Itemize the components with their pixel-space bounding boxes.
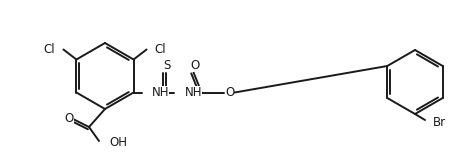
Text: Cl: Cl [44,43,55,56]
Text: S: S [162,59,170,72]
Text: NH: NH [184,86,202,99]
Text: NH: NH [151,86,169,99]
Text: O: O [189,59,199,72]
Text: Br: Br [432,115,445,128]
Text: OH: OH [109,136,127,149]
Text: Cl: Cl [154,43,166,56]
Text: O: O [225,86,234,99]
Text: O: O [64,112,73,125]
